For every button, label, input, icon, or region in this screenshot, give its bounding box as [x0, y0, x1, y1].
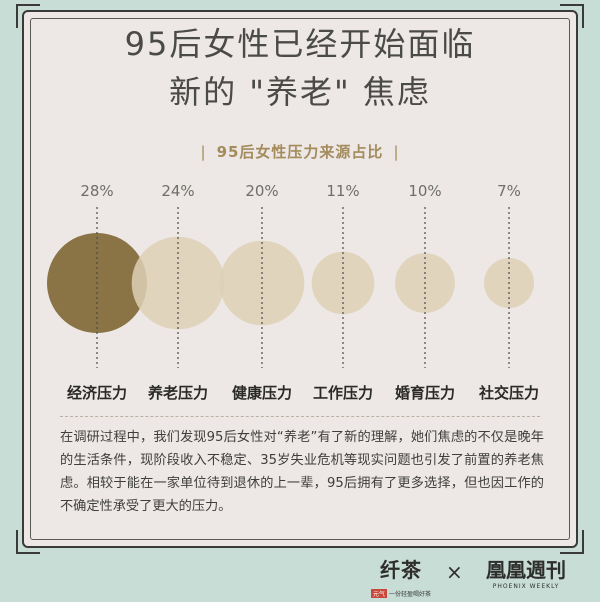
brand-right-name: 凰凰週刊: [486, 558, 566, 582]
value-label-5: 7%: [497, 182, 521, 200]
corner-ornament-top-right: [560, 4, 584, 28]
subtitle-bar-left: |: [200, 143, 207, 161]
brand-logo-phoenix-weekly: 凰凰週刊 PHOENIX WEEKLY: [476, 554, 576, 590]
category-label-3: 工作压力: [313, 384, 373, 402]
times-icon: ×: [446, 560, 463, 584]
bubble-chart: 28% 经济压力 24% 养老压力 20% 健康压力 11% 工作压力 10% 婚育压力 7% 社交压…: [47, 182, 539, 402]
value-label-4: 10%: [408, 182, 441, 200]
chart-subtitle: | 95后女性压力来源占比 |: [0, 141, 600, 162]
body-paragraph: 在调研过程中，我们发现95后女性对“养老”有了新的理解，她们焦虑的不仅是晚年的生…: [60, 430, 544, 514]
value-label-1: 24%: [161, 182, 194, 200]
category-label-2: 健康压力: [232, 384, 292, 402]
corner-ornament-bottom-right: [560, 530, 584, 554]
card-inner-border: [30, 18, 570, 540]
value-label-2: 20%: [245, 182, 278, 200]
category-label-1: 养老压力: [147, 384, 208, 402]
brand-left-tag: 元气: [370, 589, 387, 598]
footer: 纤茶 元气 一份轻盈喝好茶 × 凰凰週刊 PHOENIX WEEKLY: [0, 552, 600, 600]
chart-subtitle-text: 95后女性压力来源占比: [216, 143, 384, 161]
category-label-4: 婚育压力: [395, 384, 455, 402]
corner-ornament-top-left: [16, 4, 40, 28]
page-title-line2: 新的 "养老" 焦虑: [169, 73, 431, 111]
category-label-5: 社交压力: [478, 384, 539, 402]
divider: [60, 416, 540, 417]
value-label-0: 28%: [80, 182, 113, 200]
brand-right-en: PHOENIX WEEKLY: [492, 583, 560, 590]
page-title-line1: 95后女性已经开始面临: [124, 25, 476, 63]
brand-left-name: 纤茶: [380, 558, 422, 582]
value-label-3: 11%: [326, 182, 359, 200]
category-label-0: 经济压力: [67, 384, 127, 402]
corner-ornament-bottom-left: [16, 530, 40, 554]
brand-logo-xiancha: 纤茶 元气 一份轻盈喝好茶: [370, 554, 432, 602]
subtitle-bar-right: |: [393, 143, 400, 161]
brand-left-slogan: 一份轻盈喝好茶: [389, 591, 432, 598]
